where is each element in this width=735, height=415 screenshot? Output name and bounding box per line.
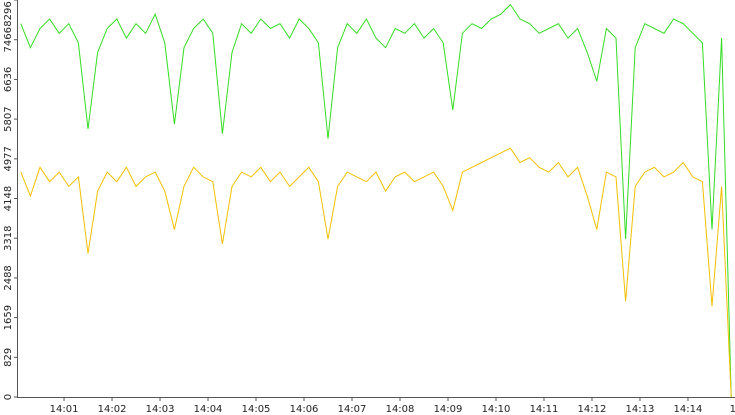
x-tick-label: 14:09 bbox=[434, 404, 463, 415]
y-tick-label: 1659 bbox=[3, 305, 14, 330]
x-tick-label: 14:01 bbox=[50, 404, 79, 415]
x-tick-label: 14:07 bbox=[338, 404, 367, 415]
series-line bbox=[20, 147, 732, 398]
x-tick-label: 14:02 bbox=[98, 404, 127, 415]
y-tick-label: 829 bbox=[3, 348, 14, 367]
y-tick-label: 4977 bbox=[3, 146, 14, 171]
series-line bbox=[20, 3, 732, 398]
y-tick-label: 3318 bbox=[3, 225, 14, 250]
y-tick-label: 6636 bbox=[3, 67, 14, 92]
y-tick-label: 4148 bbox=[3, 186, 14, 211]
y-tick-label: 7466 bbox=[3, 27, 14, 52]
x-tick-label: 14:13 bbox=[626, 404, 655, 415]
x-tick-label: 14:10 bbox=[482, 404, 511, 415]
y-tick-label: 0 bbox=[3, 394, 14, 400]
x-tick-label: 14 bbox=[730, 404, 735, 415]
y-tick-label: 2488 bbox=[3, 265, 14, 290]
x-tick-label: 14:12 bbox=[578, 404, 607, 415]
x-tick-label: 14:08 bbox=[386, 404, 415, 415]
x-tick-label: 14:11 bbox=[530, 404, 559, 415]
x-tick-label: 14:05 bbox=[242, 404, 271, 415]
x-tick-label: 14:06 bbox=[290, 404, 319, 415]
x-tick-label: 14:14 bbox=[674, 404, 703, 415]
y-tick-label: 8296 bbox=[3, 1, 14, 26]
x-tick-label: 14:04 bbox=[194, 404, 223, 415]
x-tick-label: 14:03 bbox=[146, 404, 175, 415]
y-tick-label: 5807 bbox=[3, 106, 14, 131]
